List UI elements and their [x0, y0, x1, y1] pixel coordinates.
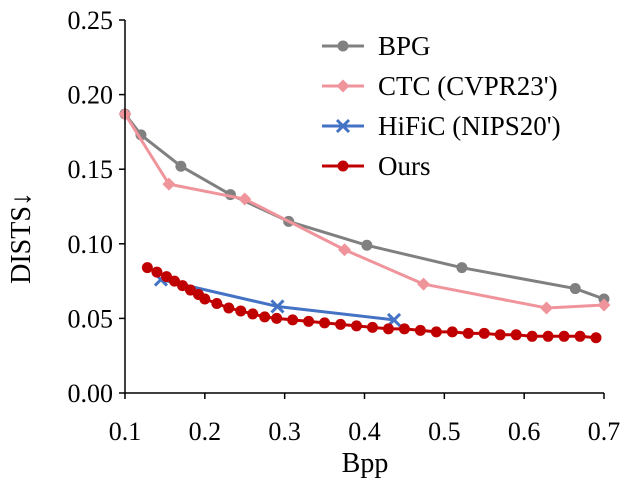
series-3-point-1 — [151, 266, 163, 278]
series-3-point-33 — [590, 332, 602, 344]
series-3-point-16 — [319, 317, 331, 329]
series-0-point-2 — [175, 160, 187, 172]
x-tick-label-6: 0.7 — [588, 417, 621, 446]
legend-item-1: CTC (CVPR23') — [322, 71, 558, 101]
x-tick-label-2: 0.3 — [268, 417, 301, 446]
x-axis-label: Bpp — [342, 448, 389, 479]
series-3-point-29 — [526, 330, 538, 342]
legend-label-2: HiFiC (NIPS20') — [378, 111, 561, 141]
series-3-point-5 — [184, 284, 196, 296]
x-tick-label-3: 0.4 — [348, 417, 381, 446]
series-2-point-1 — [270, 299, 285, 314]
series-1-point-6 — [597, 298, 611, 312]
series-3-point-26 — [478, 327, 490, 339]
legend-item-3: Ours — [322, 151, 431, 181]
series-1-line — [123, 113, 605, 310]
y-tick-label-2: 0.10 — [68, 230, 114, 259]
series-3-point-18 — [351, 320, 363, 332]
series-3-point-7 — [199, 293, 211, 305]
y-tick-label-5: 0.25 — [68, 6, 114, 35]
series-3-point-15 — [303, 315, 315, 327]
series-3-point-30 — [542, 330, 554, 342]
series-3-point-31 — [558, 330, 570, 342]
series-0-point-7 — [569, 283, 581, 295]
series-3-point-32 — [574, 330, 586, 342]
series-1 — [118, 107, 611, 315]
series-3-point-25 — [462, 327, 474, 339]
legend-swatch-marker-2-stroke-b — [335, 118, 351, 134]
series-3-point-10 — [235, 305, 247, 317]
series-3-point-3 — [168, 275, 180, 287]
series-1-point-5 — [540, 301, 554, 315]
legend-item-2: HiFiC (NIPS20') — [322, 111, 561, 141]
series-3-point-23 — [430, 326, 442, 338]
series-layer — [118, 107, 611, 344]
x-tick-label-1: 0.2 — [189, 417, 222, 446]
series-3-point-14 — [287, 314, 299, 326]
series-0-point-6 — [456, 262, 468, 274]
x-tick-label-0: 0.1 — [109, 417, 142, 446]
series-1-point-4 — [417, 277, 431, 291]
series-3-point-13 — [271, 312, 283, 324]
axes-layer: 0.00 0.05 0.10 0.15 0.20 0.25 0.1 0.2 0.3 0.4 0.5 0… — [68, 6, 621, 446]
series-3-point-22 — [414, 324, 426, 336]
series-3-point-17 — [335, 318, 347, 330]
series-1-point-3 — [338, 243, 352, 257]
series-3-point-4 — [176, 280, 188, 292]
series-3-point-8 — [211, 297, 223, 309]
series-3-point-27 — [494, 329, 506, 341]
series-3-point-28 — [510, 329, 522, 341]
y-tick-label-0: 0.00 — [68, 379, 114, 408]
legend-swatch-marker-1 — [336, 79, 350, 93]
legend-swatch-marker-3 — [337, 160, 349, 172]
series-0-point-5 — [361, 239, 373, 251]
legend-swatch-marker-2 — [335, 118, 351, 134]
x-tick-label-5: 0.6 — [508, 417, 541, 446]
legend-swatch-marker-0 — [337, 40, 349, 52]
legend-label-1: CTC (CVPR23') — [378, 71, 558, 101]
x-tick-label-4: 0.5 — [428, 417, 461, 446]
legend-item-0: BPG — [322, 31, 431, 61]
series-3-point-21 — [398, 323, 410, 335]
legend-label-0: BPG — [378, 31, 431, 61]
y-axis-label: DISTS↓ — [6, 192, 37, 284]
y-tick-label-4: 0.20 — [68, 81, 114, 110]
series-3 — [141, 262, 602, 344]
series-3-point-11 — [247, 308, 259, 320]
series-3-point-9 — [223, 302, 235, 314]
series-3-point-20 — [382, 323, 394, 335]
series-2-point-1-stroke-b — [270, 299, 285, 314]
series-1-point-2 — [238, 192, 252, 206]
legend-label-3: Ours — [378, 151, 431, 181]
series-3-point-24 — [446, 326, 458, 338]
series-3-point-2 — [161, 271, 173, 283]
legend: BPG CTC (CVPR23') HiFiC (NIPS20') Ours — [322, 31, 561, 181]
series-1-point-1 — [162, 177, 176, 191]
series-3-point-0 — [141, 262, 153, 274]
series-3-point-12 — [259, 311, 271, 323]
series-0-line — [123, 113, 605, 301]
y-tick-label-1: 0.05 — [68, 304, 114, 333]
series-3-point-19 — [366, 321, 378, 333]
y-tick-label-3: 0.15 — [68, 155, 114, 184]
